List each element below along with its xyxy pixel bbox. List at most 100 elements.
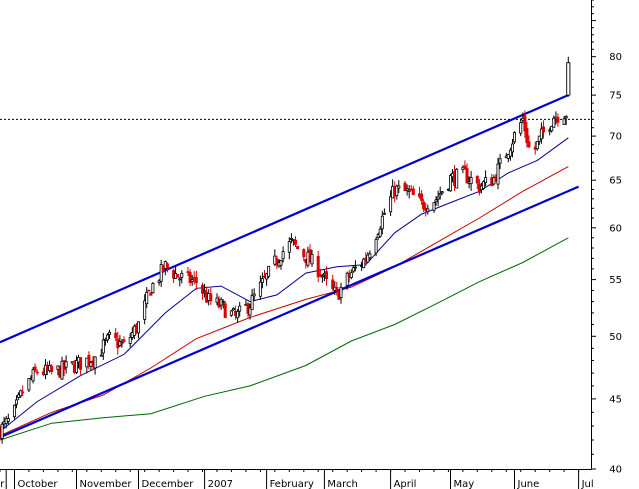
candle-body: [426, 208, 430, 212]
candle: [70, 361, 74, 365]
candle: [469, 171, 473, 191]
candle-body: [440, 191, 444, 194]
trend-channel-group: [0, 94, 580, 439]
candle-body: [562, 118, 566, 125]
candle: [506, 154, 510, 163]
candle-body: [293, 239, 297, 245]
candle: [50, 364, 54, 375]
candle: [0, 421, 4, 444]
candle: [562, 116, 566, 125]
axes-group: 40 45 50 55 60 65 70 75 80 ber October November Dece…: [0, 0, 622, 489]
candle-body: [353, 266, 357, 269]
candle: [335, 281, 339, 296]
candle-body: [368, 253, 372, 259]
candle-body: [209, 293, 213, 302]
candle: [525, 121, 529, 148]
candle-body: [236, 310, 240, 319]
candle-body: [407, 189, 411, 192]
candle-body: [302, 249, 306, 258]
y-tick-label: 80: [609, 52, 622, 63]
candle-body: [99, 354, 103, 357]
candle-body: [0, 423, 4, 439]
candle-body: [397, 185, 401, 189]
candle: [448, 173, 452, 192]
candle-body: [147, 289, 151, 292]
candle: [289, 233, 293, 244]
candle-body: [31, 369, 35, 382]
candle: [194, 270, 198, 290]
candle-body: [434, 199, 438, 203]
candle: [523, 110, 527, 138]
candle: [440, 191, 444, 195]
candle: [353, 260, 357, 272]
candle: [35, 369, 39, 376]
candle: [351, 265, 355, 273]
candle: [252, 288, 256, 301]
candle-body: [564, 116, 568, 119]
candle-body: [349, 272, 353, 278]
candle-body: [382, 212, 386, 215]
candle-body: [190, 279, 194, 282]
candle: [550, 125, 554, 133]
candle-body: [238, 305, 242, 312]
candle-body: [539, 128, 543, 140]
candle: [14, 395, 18, 409]
candle: [345, 271, 349, 290]
candle-body: [106, 334, 110, 341]
candle-body: [513, 132, 517, 143]
candle: [475, 175, 479, 190]
candle: [324, 266, 328, 286]
candle-body: [151, 282, 155, 294]
candle-body: [87, 354, 91, 366]
candle: [422, 198, 426, 212]
candle: [465, 163, 469, 184]
candle-body: [101, 339, 105, 354]
candle: [120, 338, 124, 348]
candle-body: [523, 115, 527, 132]
x-tick-label: December: [142, 479, 195, 489]
candle-body: [231, 308, 235, 311]
candle: [382, 208, 386, 215]
candle-body: [324, 271, 328, 280]
candle: [296, 246, 300, 250]
candle-body: [395, 185, 399, 197]
candle: [221, 299, 225, 309]
candle: [496, 157, 500, 190]
candle-body: [310, 253, 314, 265]
candle: [136, 321, 140, 339]
x-tick-label: June: [517, 479, 540, 489]
candle-body: [316, 255, 320, 278]
candle: [539, 122, 543, 144]
candle-body: [436, 196, 440, 200]
candle: [513, 131, 517, 144]
candle: [106, 333, 110, 343]
candle-body: [221, 301, 225, 303]
candle: [250, 288, 254, 310]
candle-body: [279, 260, 283, 266]
candle-body: [378, 228, 382, 237]
candle: [12, 404, 16, 421]
candle-body: [165, 263, 169, 269]
candle-body: [267, 265, 271, 277]
candle-body: [79, 357, 83, 370]
candle-body: [552, 117, 556, 128]
candle-body: [506, 154, 510, 159]
candle-body: [122, 339, 126, 342]
candle-body: [481, 181, 485, 189]
candle-body: [143, 300, 147, 320]
x-tick-label: May: [454, 479, 475, 489]
candle: [320, 274, 324, 283]
y-tick-label: 40: [609, 465, 622, 476]
candle-body: [93, 356, 97, 369]
y-tick-label: 50: [609, 332, 622, 343]
candle-body: [469, 177, 473, 185]
candle: [434, 196, 438, 206]
candle: [287, 237, 291, 260]
breakout-candle: [566, 56, 571, 97]
candle: [229, 309, 233, 317]
y-tick-label: 65: [609, 176, 622, 187]
candle-body: [463, 165, 467, 170]
candle: [407, 185, 411, 199]
candle-body: [223, 303, 227, 319]
candle-body: [448, 175, 452, 192]
